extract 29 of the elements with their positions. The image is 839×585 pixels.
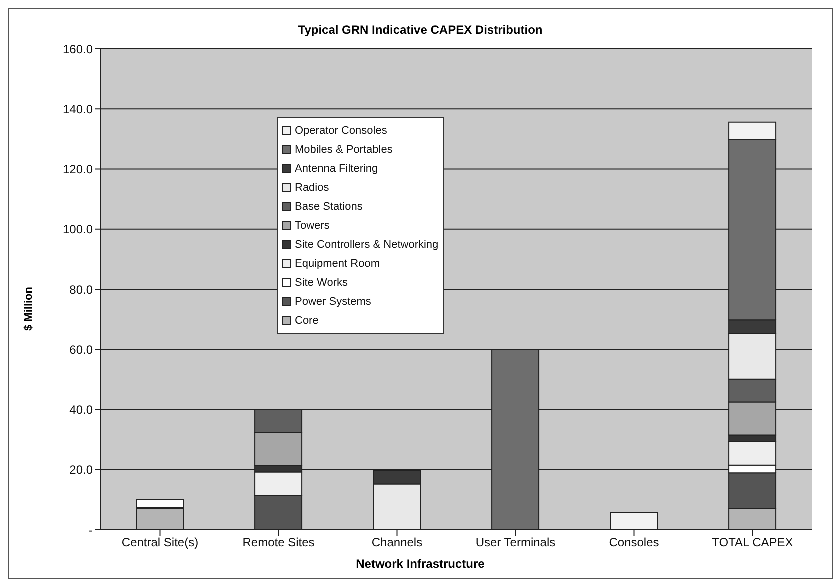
legend-label: Power Systems [295,296,372,308]
x-tick-label: Central Site(s) [122,536,199,550]
legend-label: Operator Consoles [295,124,388,136]
legend-label: Equipment Room [295,258,380,270]
legend-label: Mobiles & Portables [295,144,393,156]
y-tick-label: - [89,523,93,538]
legend-label: Radios [295,182,330,194]
x-tick-label: Remote Sites [242,536,315,550]
y-tick-label: 40.0 [70,403,94,418]
y-tick-label: 120.0 [62,162,94,177]
y-tick-label: 160.0 [62,42,94,56]
legend-label: Towers [295,220,330,232]
y-tick-label: 140.0 [62,102,94,116]
legend-label: Site Controllers & Networking [295,238,439,250]
legend-label: Site Works [295,276,348,288]
legend-label: Base Stations [295,200,363,212]
y-tick-label: 20.0 [70,463,94,478]
legend-label: Antenna Filtering [295,162,378,174]
y-tick-label: 80.0 [70,282,94,297]
y-tick-label: 60.0 [70,342,94,357]
legend-label: Core [295,314,319,326]
y-tick-label: 100.0 [62,222,94,237]
x-tick-label: Channels [372,536,423,550]
x-tick-label: TOTAL CAPEX [712,536,794,550]
y-axis-title: $ Million [23,287,35,331]
x-axis-title: Network Infrastructure [355,557,486,571]
chart-title: Typical GRN Indicative CAPEX Distribution [297,23,544,37]
x-tick-label: User Terminals [476,536,556,550]
x-tick-label: Consoles [609,536,660,550]
